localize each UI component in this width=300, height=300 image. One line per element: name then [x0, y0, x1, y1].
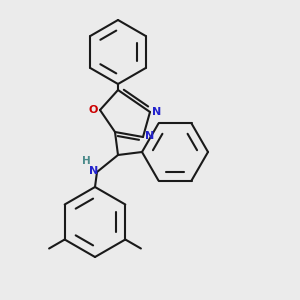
Text: O: O — [88, 105, 98, 115]
Text: N: N — [89, 166, 98, 176]
Text: H: H — [82, 156, 90, 166]
Text: N: N — [145, 131, 154, 141]
Text: N: N — [152, 107, 161, 117]
